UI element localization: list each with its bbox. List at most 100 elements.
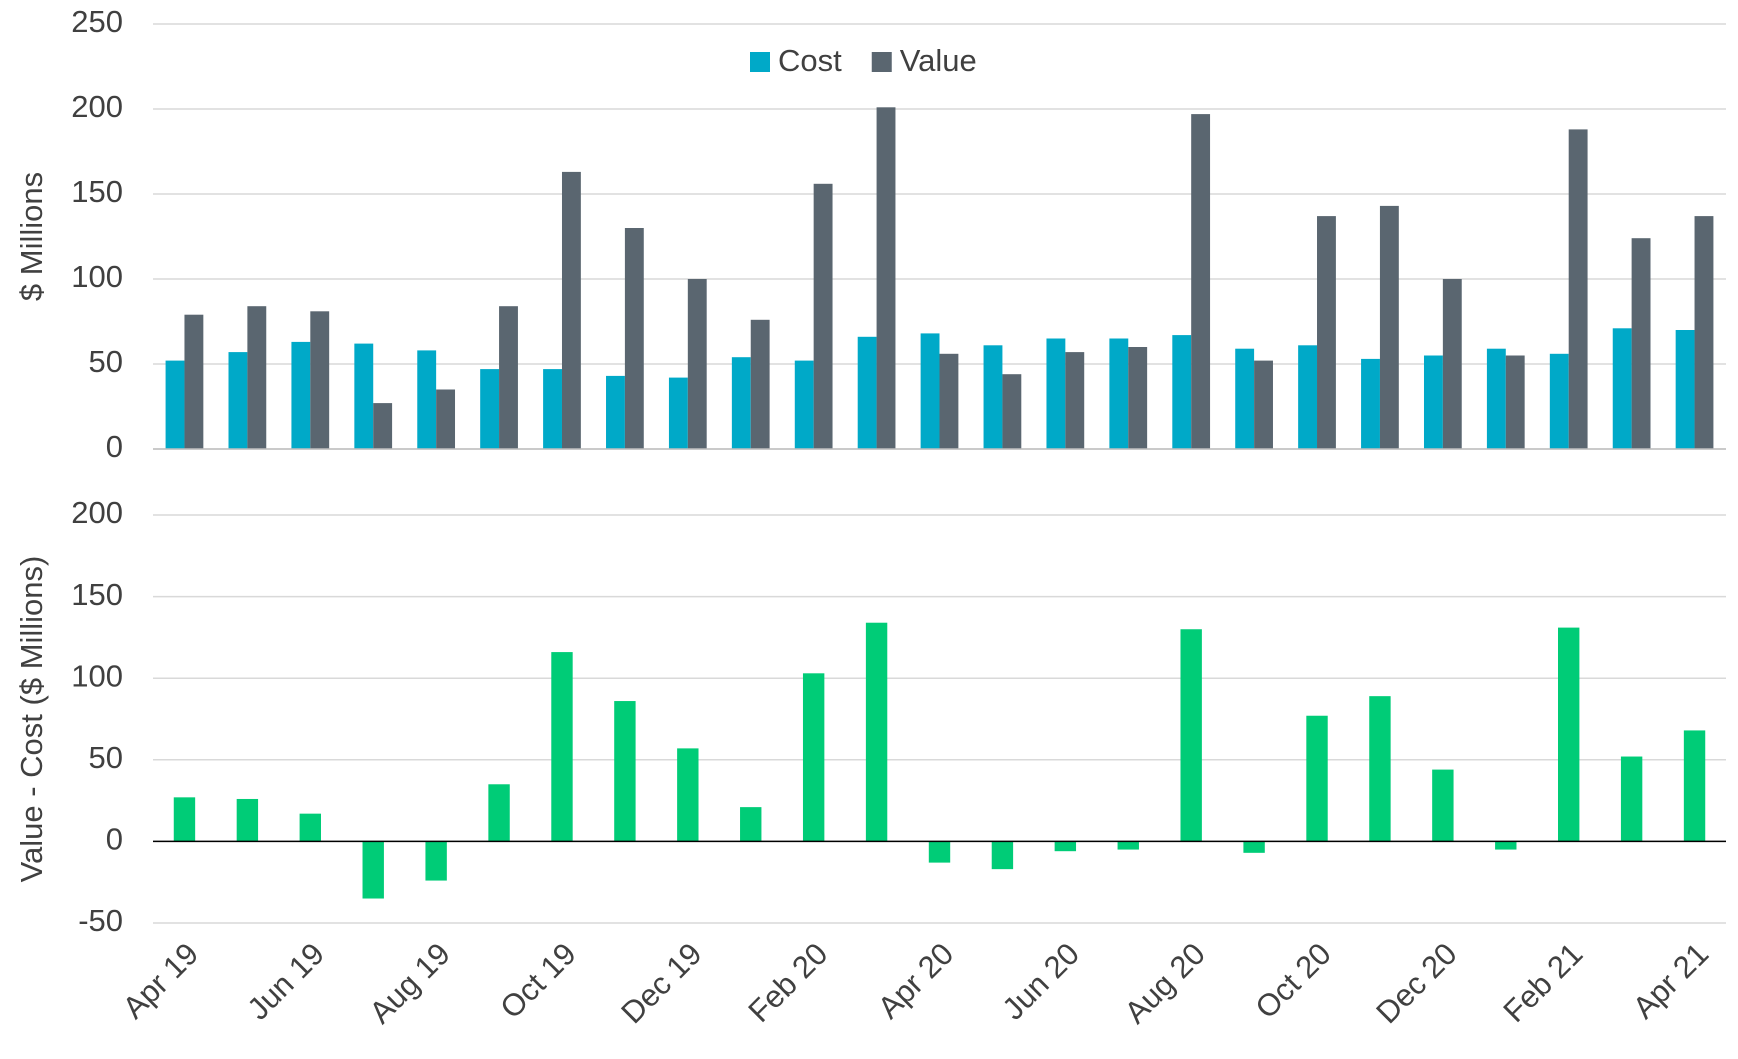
bar [614, 701, 636, 842]
legend-label: Cost [778, 43, 842, 78]
bar [1243, 841, 1265, 853]
bar [1568, 129, 1588, 449]
x-tick-label: Jun 19 [240, 936, 331, 1027]
bar [436, 389, 456, 449]
x-tick-label: Apr 21 [1626, 936, 1715, 1025]
bar [228, 352, 248, 449]
bar [1505, 355, 1525, 449]
x-tick-label: Apr 19 [116, 936, 205, 1025]
y-tick-label: 250 [71, 4, 123, 39]
bar [354, 343, 374, 449]
bar [1298, 345, 1318, 449]
y-tick-label: 0 [106, 822, 123, 857]
bar [731, 357, 751, 449]
bar [1254, 360, 1273, 449]
bar [865, 622, 888, 842]
bar [1620, 756, 1643, 842]
bar [1128, 347, 1148, 449]
y-tick-label: 150 [71, 577, 123, 612]
bar [677, 748, 699, 842]
y-tick-label: 50 [89, 344, 123, 379]
bar [750, 319, 770, 449]
bar [740, 807, 762, 842]
x-tick-label: Feb 20 [741, 936, 834, 1029]
x-tick-label: Oct 19 [493, 936, 582, 1025]
bar [1109, 338, 1129, 449]
bar [1675, 330, 1695, 449]
bar [983, 345, 1003, 449]
x-tick-label: Aug 19 [363, 936, 457, 1030]
y-axis-label: Value - Cost ($ Millions) [14, 556, 49, 883]
bar [624, 228, 644, 449]
bar [1054, 841, 1077, 852]
bar [480, 369, 500, 449]
bar [1549, 353, 1569, 449]
bar [802, 673, 825, 842]
bar [606, 375, 625, 449]
bar [939, 353, 959, 449]
bar [1683, 730, 1706, 842]
bar [299, 813, 321, 842]
bar [373, 403, 393, 449]
bar [991, 841, 1014, 870]
bar [488, 784, 510, 842]
y-tick-label: 150 [71, 174, 123, 209]
bar [1361, 358, 1380, 449]
bar [1117, 841, 1139, 850]
bar [291, 341, 311, 449]
bar [236, 798, 259, 842]
bar [1694, 216, 1714, 449]
bar [1065, 352, 1085, 449]
bar [1369, 696, 1391, 842]
x-tick-label: Feb 21 [1496, 936, 1589, 1029]
bar [1002, 374, 1022, 449]
bar [794, 360, 814, 449]
bar [1612, 328, 1632, 449]
bar [1306, 715, 1328, 842]
bar [668, 377, 688, 449]
bar [1486, 348, 1506, 449]
x-tick-label: Dec 19 [614, 936, 708, 1030]
bar [561, 171, 581, 449]
bar [165, 360, 185, 449]
bar [920, 333, 940, 449]
bar [1432, 769, 1454, 842]
y-tick-label: 200 [71, 495, 123, 530]
bar [543, 369, 562, 449]
x-tick-label: Apr 20 [871, 936, 960, 1025]
bar [1180, 629, 1202, 842]
legend-swatch [871, 52, 892, 72]
bar [876, 107, 896, 450]
bar [425, 841, 447, 881]
bar [499, 306, 518, 449]
bar [1495, 841, 1517, 850]
bar [1191, 114, 1211, 449]
bar [1631, 238, 1651, 449]
bar [857, 336, 877, 449]
bar [310, 311, 330, 449]
bar [417, 350, 437, 449]
bar [1379, 205, 1399, 449]
bar [247, 306, 267, 449]
bar [173, 797, 196, 842]
x-tick-label: Dec 20 [1369, 936, 1463, 1030]
y-tick-label: 200 [71, 89, 123, 124]
bar [1442, 279, 1462, 449]
bar [184, 314, 204, 449]
y-tick-label: 100 [71, 658, 123, 693]
bar [1423, 355, 1443, 449]
bar [362, 841, 384, 899]
bar [813, 183, 833, 450]
bar [551, 652, 573, 842]
y-tick-label: 100 [71, 259, 123, 294]
bar [928, 841, 951, 863]
y-tick-label: -50 [78, 903, 123, 938]
legend-label: Value [900, 43, 977, 78]
y-tick-label: 0 [106, 429, 123, 464]
x-tick-label: Aug 20 [1118, 936, 1212, 1030]
bar [1317, 216, 1336, 449]
x-tick-label: Jun 20 [996, 936, 1087, 1027]
bar [687, 279, 707, 449]
bar [1235, 348, 1255, 449]
